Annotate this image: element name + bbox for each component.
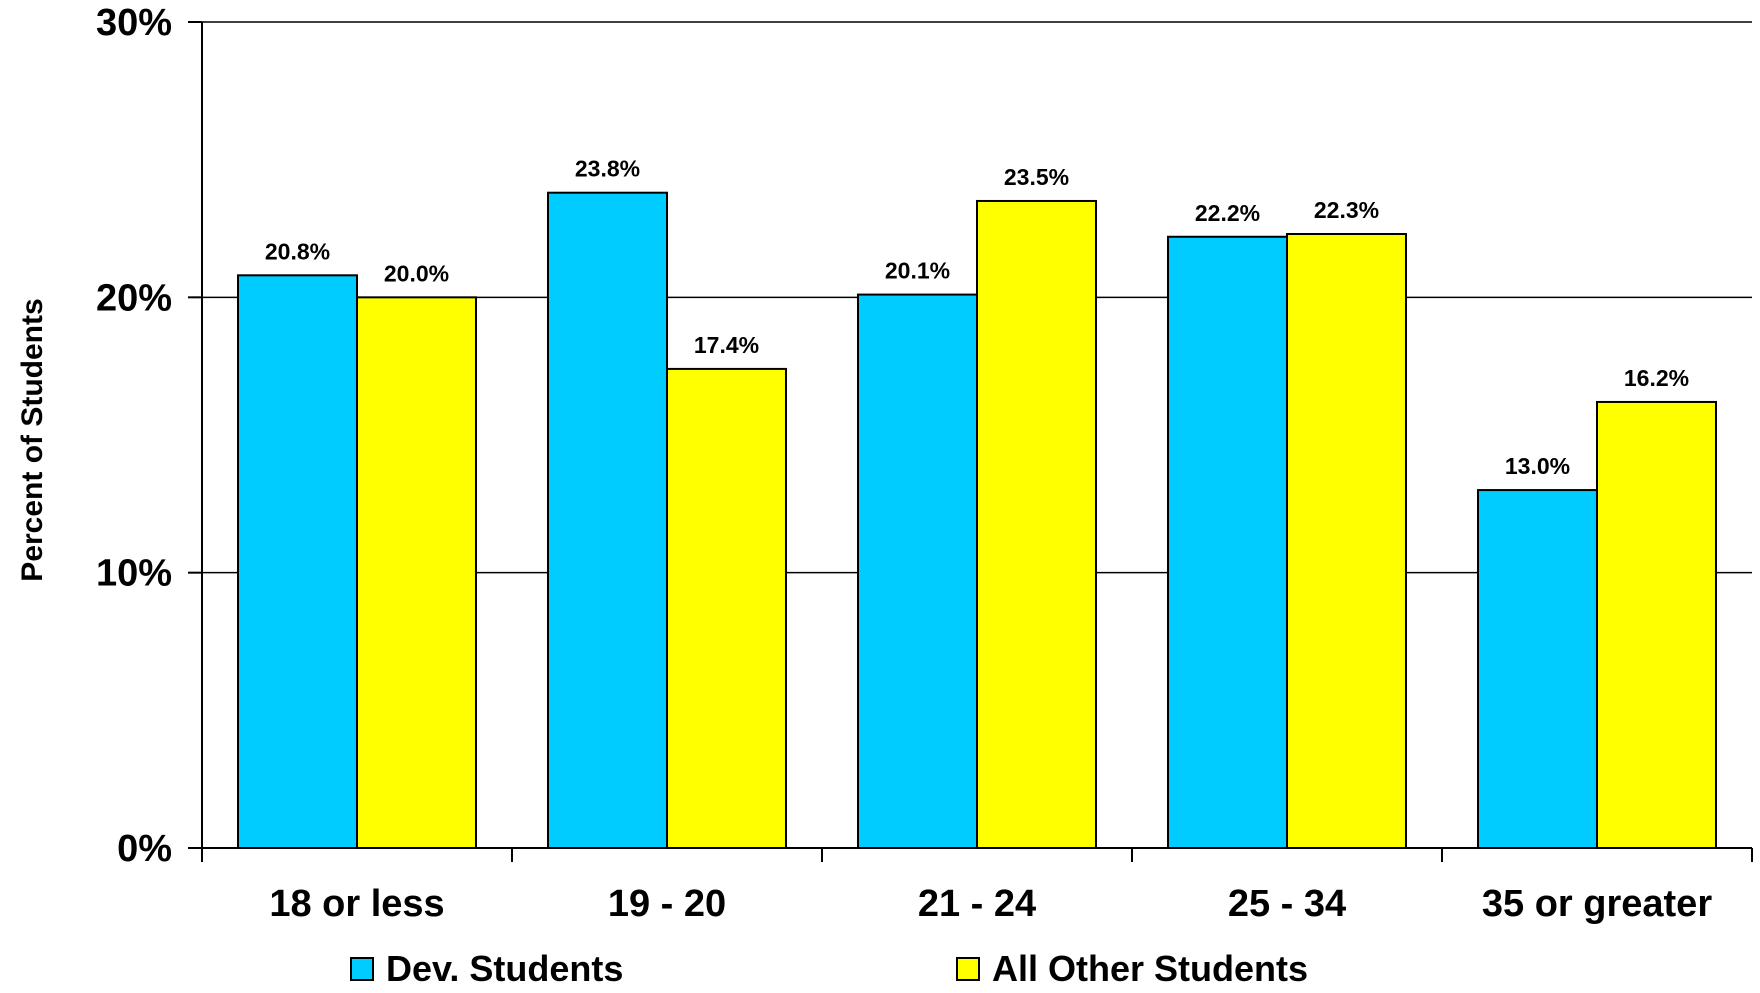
data-label: 23.8% — [575, 156, 640, 182]
y-axis-title: Percent of Students — [16, 298, 49, 581]
labels: 0% 10% 20% 30% 20.8% 20.0% 18 or less 23.8% 17.4… — [96, 2, 1712, 925]
bar-dev-students — [237, 274, 358, 850]
legend-label-dev-students: Dev. Students — [386, 948, 624, 989]
legend-item-dev-students: Dev. Students — [350, 948, 623, 990]
data-label: 22.2% — [1195, 200, 1260, 226]
bar-chart: 0% 10% 20% 30% 20.8% 20.0% 18 or less 23.8% 17.4… — [16, 2, 1753, 925]
legend-item-all-other-students: All Other Students — [956, 948, 1308, 990]
bar-all-other-students — [1286, 233, 1407, 850]
bar-all-other-students — [666, 367, 787, 849]
axes — [188, 21, 1753, 862]
bar-dev-students — [1167, 235, 1288, 849]
y-tick-label: 20% — [96, 277, 172, 319]
data-label: 20.8% — [265, 238, 330, 264]
bar-all-other-students — [356, 296, 477, 850]
data-label: 13.0% — [1505, 453, 1570, 479]
y-tick-label: 30% — [96, 2, 172, 44]
x-tick-label: 35 or greater — [1482, 883, 1712, 925]
data-label: 20.0% — [384, 260, 449, 286]
x-tick-label: 19 - 20 — [608, 883, 726, 925]
bar-all-other-students — [1596, 400, 1717, 849]
x-tick-label: 18 or less — [269, 883, 444, 925]
data-label: 20.1% — [885, 258, 950, 284]
data-label: 17.4% — [694, 332, 759, 358]
data-label: 16.2% — [1624, 365, 1689, 391]
bar-dev-students — [1477, 489, 1598, 849]
y-tick-label: 10% — [96, 553, 172, 595]
legend-swatch-all-other-students — [956, 957, 980, 981]
y-tick-label: 0% — [117, 828, 172, 870]
legend: Dev. Students All Other Students — [0, 948, 1760, 990]
x-tick-label: 21 - 24 — [918, 883, 1036, 925]
data-label: 23.5% — [1004, 164, 1069, 190]
data-label: 22.3% — [1314, 197, 1379, 223]
legend-label-all-other-students: All Other Students — [992, 948, 1309, 989]
bar-dev-students — [857, 293, 978, 849]
bar-dev-students — [547, 191, 668, 849]
x-tick-label: 25 - 34 — [1228, 883, 1346, 925]
bars — [237, 191, 1717, 850]
legend-swatch-dev-students — [350, 957, 374, 981]
bar-all-other-students — [976, 199, 1097, 849]
